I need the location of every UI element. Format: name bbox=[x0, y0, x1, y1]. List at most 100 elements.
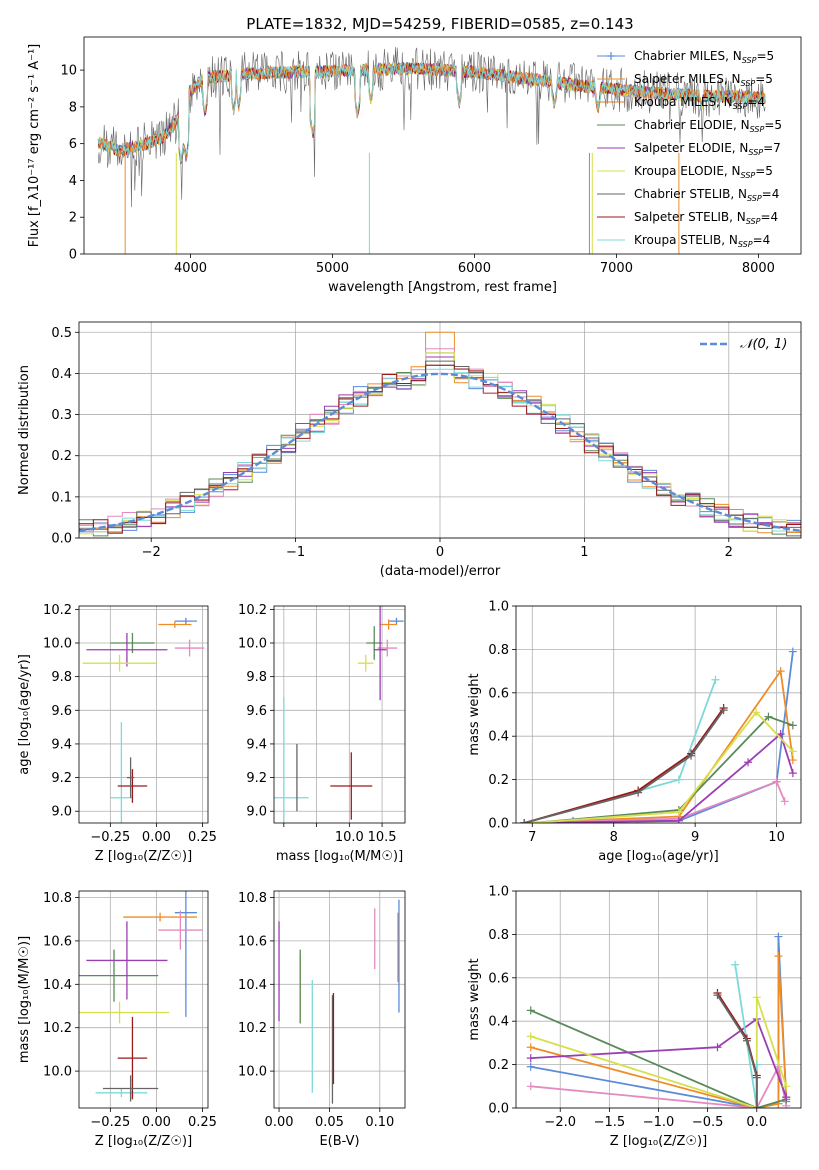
data-marker bbox=[788, 747, 797, 756]
tick-label-y: 8 bbox=[69, 100, 77, 115]
legend-label: Chabrier MILES, NSSP=5 bbox=[634, 49, 774, 65]
tick-label-y: 0.4 bbox=[51, 367, 72, 382]
weight-line bbox=[532, 715, 794, 823]
x-axis-label: age [log₁₀(age/yr)] bbox=[598, 849, 719, 864]
axes-frame bbox=[78, 321, 802, 539]
data-marker bbox=[526, 1062, 535, 1071]
legend-label: Salpeter ELODIE, NSSP=7 bbox=[634, 141, 781, 157]
legend-suffix: =5 bbox=[764, 118, 782, 132]
tick-label-x: 5000 bbox=[316, 261, 349, 276]
axes-frame bbox=[273, 890, 406, 1109]
grid bbox=[79, 606, 208, 823]
legend-label: Chabrier STELIB, NSSP=4 bbox=[634, 187, 779, 203]
tick-label-y: 10.6 bbox=[238, 934, 267, 949]
weight-line bbox=[716, 994, 758, 1108]
data-marker bbox=[526, 1082, 535, 1091]
spectrum-line bbox=[97, 61, 766, 164]
data-marker bbox=[744, 758, 753, 767]
axes-frame bbox=[83, 36, 802, 255]
tick-label-x: 0.25 bbox=[188, 1115, 217, 1130]
tick-label-x: 0.05 bbox=[315, 1115, 344, 1130]
y-axis-label: mass [log₁₀(M/M☉)] bbox=[17, 936, 32, 1063]
data-marker bbox=[719, 706, 728, 715]
data-marker bbox=[764, 712, 773, 721]
tick-label-y: 10.2 bbox=[43, 603, 72, 618]
plot-area bbox=[278, 899, 400, 1104]
data-marker bbox=[774, 952, 783, 961]
tick-label-y: 9.0 bbox=[246, 805, 267, 820]
tick-label-x: 4000 bbox=[174, 261, 207, 276]
tick-label-x: −1 bbox=[286, 545, 305, 560]
legend-subscript: SSP bbox=[741, 79, 756, 88]
legend-suffix: =5 bbox=[756, 49, 774, 63]
tick-label-y: 1.0 bbox=[488, 885, 509, 900]
data-marker bbox=[752, 1104, 761, 1108]
legend-label: Kroupa MILES, NSSP=4 bbox=[634, 95, 765, 111]
data-marker bbox=[776, 667, 785, 676]
legend-subscript: SSP bbox=[742, 56, 757, 65]
axes-frame bbox=[78, 605, 209, 824]
histogram-step bbox=[79, 364, 801, 537]
plot-area bbox=[274, 606, 404, 823]
tick-label-y: 6 bbox=[69, 137, 77, 152]
y-axis-label: Normed distribution bbox=[17, 365, 32, 495]
legend-label: 𝒩(0, 1) bbox=[740, 337, 787, 352]
panel-spectrum: 4000 5000 6000 7000 8000 0 2 4 6 8 10 wavelength [A… bbox=[27, 36, 802, 295]
grid bbox=[274, 891, 405, 1108]
tick-label-y: 10.8 bbox=[43, 891, 72, 906]
tick-label-x: 0 bbox=[436, 545, 444, 560]
tick-label-y: 9.2 bbox=[51, 771, 72, 786]
data-marker bbox=[713, 1043, 722, 1052]
figure-title: PLATE=1832, MJD=54259, FIBERID=0585, z=0… bbox=[246, 15, 633, 33]
tick-label-x: 7000 bbox=[600, 261, 633, 276]
tick-label-y: 1.0 bbox=[488, 600, 509, 615]
tick-label-y: 9.4 bbox=[51, 737, 72, 752]
data-marker bbox=[752, 1073, 761, 1082]
tick-label-y: 0.1 bbox=[51, 490, 72, 505]
tick-label-y: 0 bbox=[69, 248, 77, 263]
grid bbox=[79, 891, 208, 1108]
data-marker bbox=[782, 1082, 791, 1091]
legend-suffix: =5 bbox=[755, 72, 773, 86]
weight-line bbox=[523, 709, 725, 823]
tick-label-x: 6000 bbox=[458, 261, 491, 276]
data-marker bbox=[526, 1054, 535, 1063]
legend-suffix: =5 bbox=[755, 164, 773, 178]
legend-label: Chabrier ELODIE, NSSP=5 bbox=[634, 118, 782, 134]
tick-label-y: 10.0 bbox=[238, 637, 267, 652]
tick-label-y: 0.8 bbox=[488, 643, 509, 658]
x-axis-label: wavelength [Angstrom, rest frame] bbox=[328, 280, 557, 295]
tick-label-y: 0.6 bbox=[488, 971, 509, 986]
data-marker bbox=[526, 1032, 535, 1041]
weight-line bbox=[530, 997, 788, 1108]
tick-label-y: 9.4 bbox=[246, 737, 267, 752]
x-axis-label: mass [log₁₀(M/M☉)] bbox=[276, 849, 403, 864]
legend-label: Salpeter STELIB, NSSP=4 bbox=[634, 210, 778, 226]
legend-subscript: SSP bbox=[746, 217, 761, 226]
gaussian-curve bbox=[79, 372, 801, 532]
tick-label-y: 0.0 bbox=[488, 817, 509, 832]
tick-label-x: 2 bbox=[725, 545, 733, 560]
tick-label-y: 10.2 bbox=[43, 1021, 72, 1036]
plot-area bbox=[526, 932, 791, 1108]
tick-label-y: 9.6 bbox=[246, 704, 267, 719]
plot-area bbox=[82, 617, 205, 823]
legend-suffix: =4 bbox=[760, 210, 778, 224]
data-marker bbox=[674, 808, 683, 817]
tick-label-y: 0.0 bbox=[51, 532, 72, 547]
data-marker bbox=[752, 993, 761, 1002]
panel-massweight_vs_Z: −2.0 −1.5 −1.0 −0.5 0.0 0.0 0.2 0.4 0.6 0.8 1.0 Z [… bbox=[467, 885, 802, 1149]
tick-label-y: 10.0 bbox=[238, 1065, 267, 1080]
weight-line bbox=[530, 1009, 787, 1108]
data-marker bbox=[526, 1043, 535, 1052]
tick-label-y: 2 bbox=[69, 211, 77, 226]
weight-line bbox=[524, 780, 786, 823]
legend-label: Kroupa ELODIE, NSSP=5 bbox=[634, 164, 773, 180]
legend-subscript: SSP bbox=[733, 102, 748, 111]
data-marker bbox=[774, 932, 783, 941]
tick-label-y: 0.6 bbox=[488, 686, 509, 701]
tick-label-y: 10.0 bbox=[43, 637, 72, 652]
x-axis-label: Z [log₁₀(Z/Z☉)] bbox=[610, 1134, 707, 1149]
weight-line bbox=[532, 710, 794, 823]
